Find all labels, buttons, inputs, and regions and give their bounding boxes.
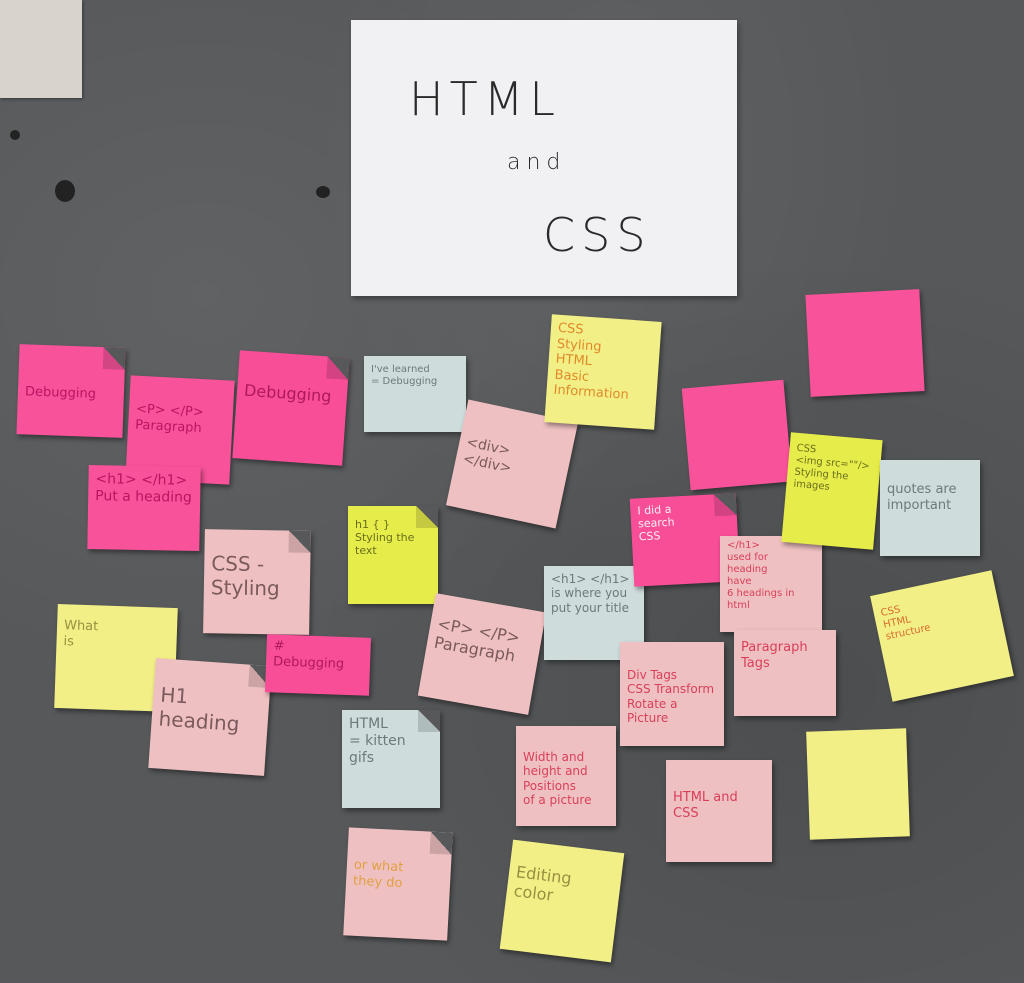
note-line: I've learned [371,364,430,375]
sticky-note: I've learned = Debugging [364,356,466,432]
note-line: quotes are [887,482,957,497]
sticky-note: CSS HTML structure [870,570,1014,702]
corner-paper-scrap [0,0,82,98]
title-line-css: CSS [543,208,652,262]
sticky-note: Width and height and Positions of a pict… [516,726,616,826]
sticky-note [805,289,925,397]
note-line: <h1> </h1> [551,572,630,586]
note-line: is [63,633,75,650]
note-line: of a picture [523,793,592,808]
note-line: Positions [523,778,576,793]
sticky-note: CSS - Styling [203,529,311,635]
title-sheet: HTML and CSS [351,20,737,296]
note-line: is where you [551,586,628,601]
note-line: h1 { } [355,518,390,531]
note-line: </h1> [727,540,760,551]
note-line [689,388,777,396]
note-line: Debugging [24,384,97,402]
note-line: Basic Information [553,367,630,404]
note-line: put your title [551,600,629,615]
note-line: CSS Transform [627,682,715,697]
note-line: Debugging [272,654,345,672]
note-line: = kitten [349,732,406,749]
sticky-note: <P> </P> Paragraph [417,593,547,715]
note-line: 6 headings in [727,588,795,599]
note-line: Debugging [243,380,333,406]
sticky-note: <h1> </h1> Put a heading [87,465,201,551]
sticky-note: # Debugging [265,634,371,696]
note-line: heading [727,564,768,575]
note-line: height and [523,764,588,779]
note-line: CSS [673,805,699,821]
sticky-note [806,728,910,840]
sticky-note: Debugging [232,350,350,466]
note-line: HTML [349,716,388,732]
note-line: html [727,600,750,611]
note-line: important [887,497,952,513]
sticky-note: h1 { } Styling the text [348,506,438,604]
note-line [813,297,913,302]
note-line: <h1> </h1> [95,471,188,489]
note-line: = Debugging [371,376,438,387]
note-line: have [727,576,752,587]
note-line: Paragraph [741,640,808,655]
sticky-note [681,379,793,491]
wall-hole [316,186,330,198]
note-line: Tags [741,655,770,671]
note-line: HTML and [673,790,738,805]
note-line: Width and [523,750,585,764]
wall-hole [10,130,20,140]
wall-hole [55,180,75,202]
sticky-note: or what they do [343,827,453,941]
sticky-note: Editing color [499,839,625,963]
sticky-note: H1 heading [148,658,272,776]
note-line: gifs [349,749,374,766]
sticky-note: Debugging [16,344,126,438]
note-line: Put a heading [95,487,192,506]
sticky-note: HTML = kitten gifs [342,710,440,808]
note-line: Styling [210,575,280,601]
sticky-note: HTML and CSS [666,760,772,862]
sticky-note: </h1> used for heading have 6 headings i… [720,536,822,632]
note-line: Div Tags [627,668,678,682]
note-line: used for [727,552,768,563]
sticky-note: Div Tags CSS Transform Rotate a Picture [620,642,724,746]
note-line: Paragraph [134,417,203,436]
note-line: <div> </div> [461,434,517,477]
note-line: CSS - [211,551,265,577]
sticky-note: CSS <img src=""/> Styling the images [781,432,883,550]
sticky-note: Paragraph Tags [734,630,836,716]
sticky-note: <h1> </h1> is where you put your title [544,566,644,660]
sticky-note: CSS Styling HTML Basic Information [544,314,662,430]
title-line-and: and [507,150,567,175]
title-line-html: HTML [409,72,562,126]
note-line: Picture [627,711,669,726]
note-line: they do [352,873,403,891]
note-line [813,737,899,740]
sticky-note: quotes are important [880,460,980,556]
note-line: Rotate a [627,696,678,711]
note-line: Styling the text [355,531,418,558]
